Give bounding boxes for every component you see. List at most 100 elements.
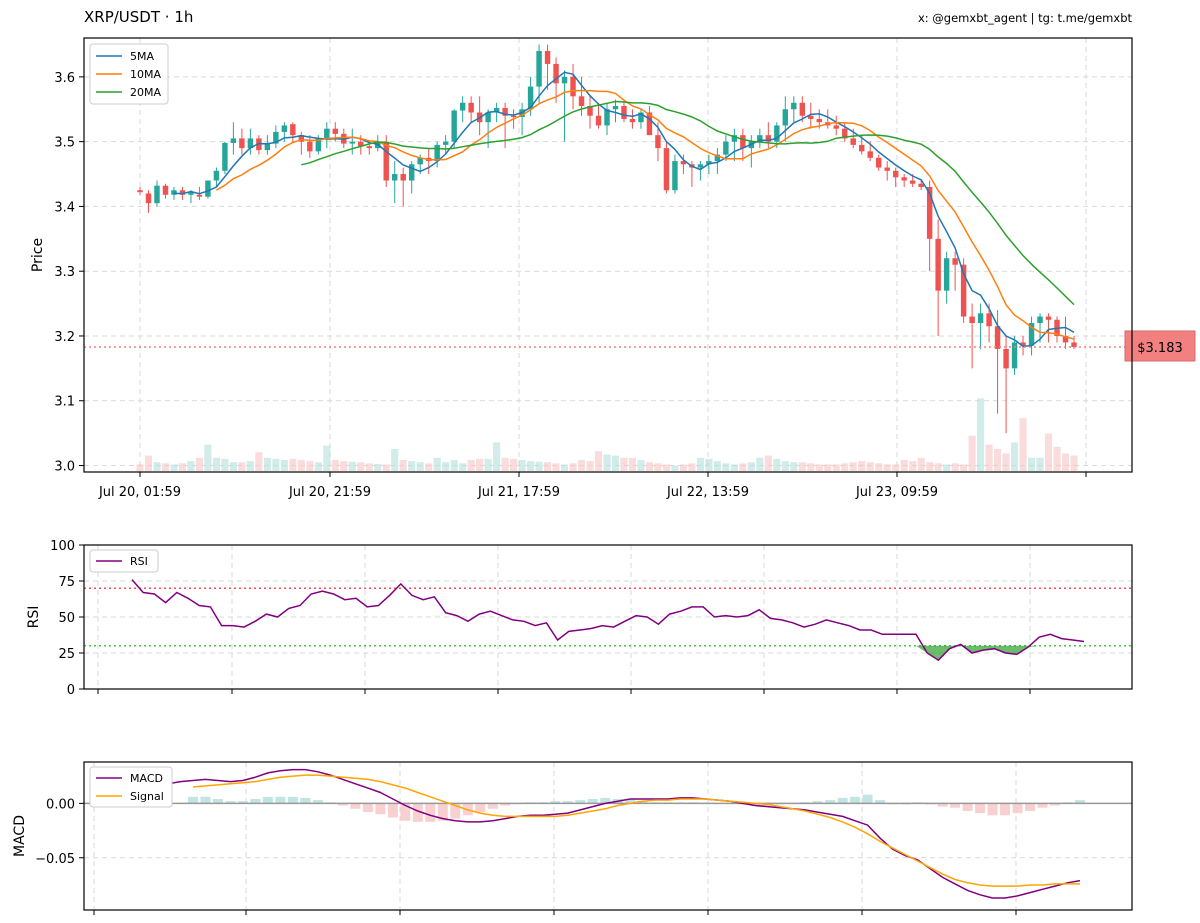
- macd-histogram-bar: [312, 800, 323, 804]
- candle-body: [332, 128, 339, 134]
- rsi-oversold-fill: [916, 645, 1040, 661]
- candle-body: [493, 107, 500, 113]
- candle-body: [859, 144, 865, 152]
- macd-histogram-bar: [550, 801, 561, 804]
- volume-bar: [841, 463, 849, 471]
- volume-bar: [331, 460, 339, 471]
- candle-body: [782, 109, 789, 126]
- volume-bar: [187, 461, 195, 471]
- candle-body: [561, 76, 568, 84]
- candle-body: [145, 193, 152, 204]
- volume-bar: [467, 460, 475, 471]
- candle-body: [638, 112, 644, 123]
- volume-bar: [493, 442, 501, 471]
- candle-body: [952, 258, 958, 265]
- volume-bar: [518, 460, 526, 471]
- candle-body: [570, 76, 576, 97]
- legend-label: 10MA: [130, 68, 161, 81]
- price-legend: 5MA 10MA 20MA: [89, 43, 169, 105]
- candle-body: [986, 313, 992, 327]
- macd-histogram-bar: [1050, 803, 1061, 806]
- volume-bar: [722, 463, 730, 471]
- volume-bar: [968, 435, 976, 471]
- candle-body: [612, 106, 619, 110]
- rsi-ytick-label: 100: [50, 539, 75, 554]
- candle-body: [459, 102, 466, 111]
- candle-body: [672, 161, 678, 191]
- candle-body: [307, 141, 313, 152]
- candle-body: [774, 125, 780, 142]
- macd-ytick-label: −0.05: [35, 852, 75, 867]
- figure-title: XRP/USDT · 1h: [84, 8, 194, 26]
- candle-body: [1011, 342, 1018, 369]
- candle-body: [833, 125, 839, 129]
- candle-body: [629, 118, 636, 123]
- volume-bar: [603, 454, 611, 471]
- volume-bar: [594, 451, 603, 471]
- volume-bar: [671, 465, 679, 471]
- volume-bar: [153, 462, 161, 471]
- candle-body: [1028, 323, 1035, 346]
- candle-body: [969, 316, 975, 324]
- rsi-legend-box: [89, 549, 159, 573]
- macd-histogram-bar: [250, 799, 261, 804]
- volume-bar: [357, 462, 365, 471]
- volume-bar: [1070, 455, 1078, 471]
- volume-bar: [824, 464, 832, 471]
- macd-histogram-bar: [262, 796, 273, 804]
- volume-bar: [314, 462, 322, 471]
- macd-histogram-bar: [825, 800, 836, 804]
- macd-histogram-bar: [625, 799, 636, 804]
- candle-body: [188, 192, 194, 195]
- volume-bar: [798, 462, 806, 471]
- volume-bar: [297, 460, 305, 471]
- candle-body: [909, 180, 916, 184]
- current-price-badge: [1124, 330, 1196, 362]
- price-ytick-label: 3.2: [54, 330, 75, 345]
- volume-bar: [552, 463, 560, 471]
- macd-histogram-bar: [587, 799, 598, 804]
- candle-body: [646, 112, 653, 136]
- rsi-panel: 0 25 50 75 100 RSI RSI: [26, 539, 1133, 698]
- candle-body: [757, 135, 763, 142]
- candle-body: [247, 138, 254, 149]
- volume-bar: [875, 463, 883, 471]
- volume-bar: [569, 463, 577, 471]
- volume-bar: [1061, 453, 1070, 471]
- macd-histogram-bar: [987, 803, 998, 816]
- macd-histogram-bar: [1075, 800, 1085, 804]
- rsi-ytick-label: 0: [67, 683, 75, 698]
- candle-body: [706, 161, 712, 165]
- macd-histogram-bar: [1000, 803, 1011, 816]
- volume-bar: [374, 463, 382, 471]
- volume-bar: [323, 445, 331, 471]
- macd-histogram-bar: [962, 803, 973, 811]
- candle-body: [935, 238, 941, 291]
- candle-body: [875, 157, 882, 168]
- macd-histogram-bar: [362, 803, 373, 813]
- candle-body: [842, 128, 848, 139]
- volume-bar: [501, 457, 509, 471]
- candle-body: [510, 115, 517, 118]
- macd-histogram-bar: [412, 803, 423, 822]
- volume-bar: [263, 457, 271, 471]
- legend-label: RSI: [130, 555, 148, 568]
- ma20-line: [301, 100, 1075, 306]
- macd-histogram-bar: [375, 803, 386, 815]
- candle-body: [442, 141, 449, 145]
- macd-histogram-bar: [875, 800, 886, 804]
- volume-bar: [628, 457, 637, 471]
- candle-body: [1003, 348, 1009, 369]
- macd-histogram-bar: [575, 800, 586, 804]
- volume-bar: [705, 458, 713, 471]
- candle-body: [358, 141, 364, 147]
- price-ytick-label: 3.0: [54, 460, 75, 475]
- macd-ytick-label: 0.00: [46, 797, 75, 812]
- macd-histogram-bar: [400, 803, 411, 821]
- volume-bar: [450, 460, 458, 471]
- price-axes-frame: [83, 37, 1133, 473]
- volume-bar: [892, 464, 900, 471]
- macd-histogram-bar: [337, 803, 348, 806]
